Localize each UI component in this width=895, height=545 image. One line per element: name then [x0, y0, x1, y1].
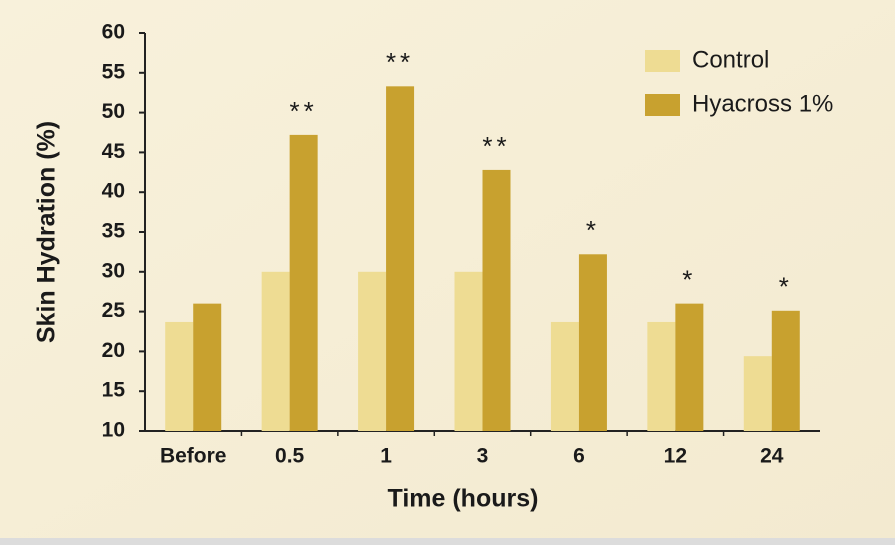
y-tick-label: 50	[102, 100, 125, 123]
y-tick-label: 15	[102, 379, 126, 402]
legend-label: Hyacross 1%	[692, 90, 833, 117]
y-tick-label: 35	[102, 220, 126, 243]
significance-marker: **	[482, 131, 510, 161]
bar	[482, 169, 511, 432]
significance-marker: *	[586, 215, 600, 245]
significance-marker: **	[290, 96, 318, 126]
x-tick-label: 3	[477, 445, 489, 468]
x-tick-label: 6	[573, 445, 585, 468]
bar	[550, 321, 579, 431]
significance-marker: **	[386, 47, 414, 77]
y-tick-label: 30	[102, 259, 125, 282]
significance-marker: *	[682, 265, 696, 295]
bar	[771, 310, 800, 431]
bar	[647, 321, 676, 431]
y-tick-label: 40	[102, 180, 125, 203]
y-tick-label: 10	[102, 419, 125, 442]
bar	[454, 271, 483, 431]
bar	[261, 271, 290, 431]
y-tick-label: 25	[102, 299, 126, 322]
bar	[675, 303, 704, 431]
legend-swatch	[645, 50, 680, 72]
bar	[386, 86, 415, 431]
bar	[193, 303, 222, 431]
legend-label: Control	[692, 46, 769, 73]
y-tick-label: 60	[102, 21, 125, 44]
bar	[578, 254, 607, 431]
x-tick-label: Before	[160, 445, 227, 468]
bar	[289, 134, 318, 431]
y-tick-label: 20	[102, 339, 125, 362]
y-tick-label: 45	[102, 140, 126, 163]
y-axis-title: Skin Hydration (%)	[33, 121, 61, 343]
x-tick-label: 0.5	[275, 445, 305, 468]
bottom-strip	[0, 538, 895, 545]
bar	[358, 271, 387, 431]
bar	[165, 321, 194, 431]
x-tick-label: 1	[380, 445, 392, 468]
x-axis-title: Time (hours)	[388, 485, 539, 513]
y-tick-label: 55	[102, 60, 126, 83]
x-tick-label: 12	[664, 445, 687, 468]
x-tick-label: 24	[760, 445, 784, 468]
legend-swatch	[645, 94, 680, 116]
significance-marker: *	[779, 272, 793, 302]
bar	[743, 356, 772, 431]
